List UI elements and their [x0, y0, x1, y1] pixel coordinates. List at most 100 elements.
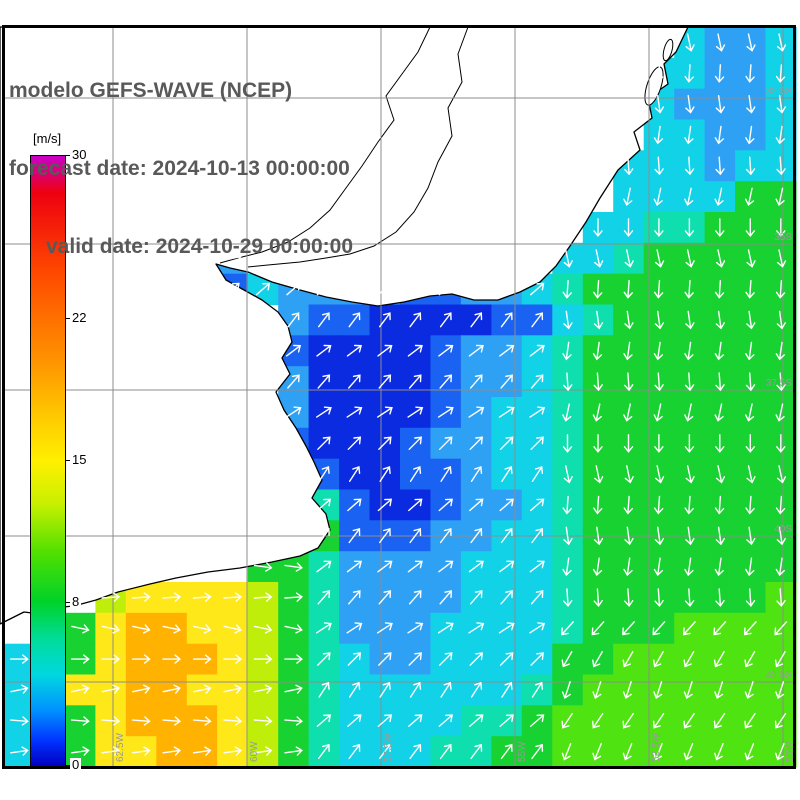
direction-arrow	[469, 498, 484, 512]
direction-arrow	[624, 249, 634, 268]
direction-arrow	[776, 526, 786, 546]
direction-arrow	[652, 651, 664, 668]
direction-arrow	[409, 466, 422, 482]
colorbar-tick-label: 30	[70, 147, 89, 162]
direction-arrow	[253, 562, 273, 572]
direction-arrow	[776, 465, 787, 484]
direction-arrow	[624, 588, 634, 607]
direction-arrow	[715, 310, 725, 330]
direction-arrow	[500, 590, 513, 605]
direction-arrow	[531, 743, 544, 760]
direction-arrow	[653, 64, 664, 83]
direction-arrow	[776, 310, 786, 330]
direction-arrow	[131, 716, 151, 726]
direction-arrow	[593, 588, 603, 607]
direction-arrow	[746, 310, 756, 330]
direction-arrow	[562, 279, 572, 299]
direction-arrow	[653, 403, 663, 422]
direction-arrow	[743, 621, 757, 636]
direction-arrow	[499, 498, 514, 512]
direction-arrow	[317, 590, 331, 605]
direction-arrow	[653, 681, 663, 700]
direction-arrow	[594, 249, 604, 268]
direction-arrow	[713, 651, 725, 668]
direction-arrow	[592, 557, 603, 577]
direction-arrow	[439, 743, 452, 760]
direction-arrow	[439, 528, 452, 544]
direction-arrow	[132, 624, 151, 634]
direction-arrow	[438, 436, 453, 451]
direction-arrow	[530, 652, 544, 666]
graticule	[4, 27, 796, 767]
direction-arrow	[192, 654, 212, 664]
direction-arrow	[563, 372, 573, 392]
direction-arrow	[685, 526, 695, 546]
direction-arrow	[715, 156, 725, 176]
direction-arrow	[317, 652, 331, 666]
direction-arrow	[624, 465, 634, 484]
longitude-label: 62.5W	[115, 733, 126, 762]
direction-arrow	[346, 344, 362, 357]
direction-arrow	[592, 651, 603, 668]
direction-arrow	[682, 621, 696, 636]
direction-arrow	[438, 560, 454, 573]
colorbar-tick-mark	[65, 318, 70, 319]
direction-arrow	[499, 714, 514, 727]
direction-arrow	[744, 743, 755, 761]
direction-arrow	[561, 621, 574, 636]
direction-arrow	[776, 434, 786, 453]
direction-arrow	[745, 557, 755, 577]
direction-arrow	[499, 436, 514, 451]
direction-arrow	[654, 218, 664, 238]
direction-arrow	[529, 560, 545, 573]
direction-arrow	[746, 33, 756, 52]
direction-arrow	[192, 716, 212, 726]
river-uruguay	[247, 26, 469, 268]
direction-arrow	[653, 279, 664, 299]
direction-arrow	[684, 495, 694, 515]
direction-arrow	[469, 590, 483, 605]
direction-arrow	[101, 684, 121, 694]
direction-arrow	[622, 681, 632, 700]
direction-arrow	[223, 746, 243, 756]
forecast-date: forecast date: 2024-10-13 00:00:00	[9, 157, 350, 180]
direction-arrow	[377, 282, 393, 296]
direction-arrow	[745, 125, 755, 145]
colorbar-tick-label: 0	[70, 757, 82, 772]
direction-arrow	[622, 651, 634, 668]
direction-arrow	[316, 560, 332, 573]
direction-arrow	[378, 374, 392, 389]
direction-arrow	[131, 592, 151, 602]
direction-arrow	[776, 94, 786, 114]
direction-arrow	[315, 406, 332, 418]
direction-arrow	[683, 743, 694, 761]
direction-arrow	[437, 622, 454, 634]
direction-arrow	[623, 403, 633, 422]
direction-arrow	[498, 406, 515, 418]
direction-arrow	[348, 681, 361, 698]
direction-arrow	[623, 495, 633, 515]
direction-arrow	[593, 279, 603, 299]
direction-arrow	[561, 681, 571, 700]
direction-arrow	[653, 187, 663, 207]
direction-arrow	[408, 282, 423, 296]
direction-arrow	[408, 714, 423, 727]
direction-arrow	[774, 651, 786, 668]
direction-arrow	[347, 282, 362, 296]
direction-arrow	[684, 341, 694, 361]
coastline-land	[0, 26, 689, 625]
direction-arrow	[654, 156, 664, 176]
direction-arrow	[776, 588, 786, 607]
direction-arrow	[529, 344, 545, 357]
direction-arrow	[653, 557, 664, 577]
direction-arrow	[775, 341, 785, 361]
direction-arrow	[684, 372, 695, 392]
direction-arrow	[438, 282, 453, 296]
direction-arrow	[162, 716, 182, 726]
direction-arrow	[132, 684, 151, 694]
direction-arrow	[652, 712, 665, 729]
direction-arrow	[440, 681, 452, 698]
direction-arrow	[253, 654, 273, 664]
direction-arrow	[623, 341, 633, 361]
